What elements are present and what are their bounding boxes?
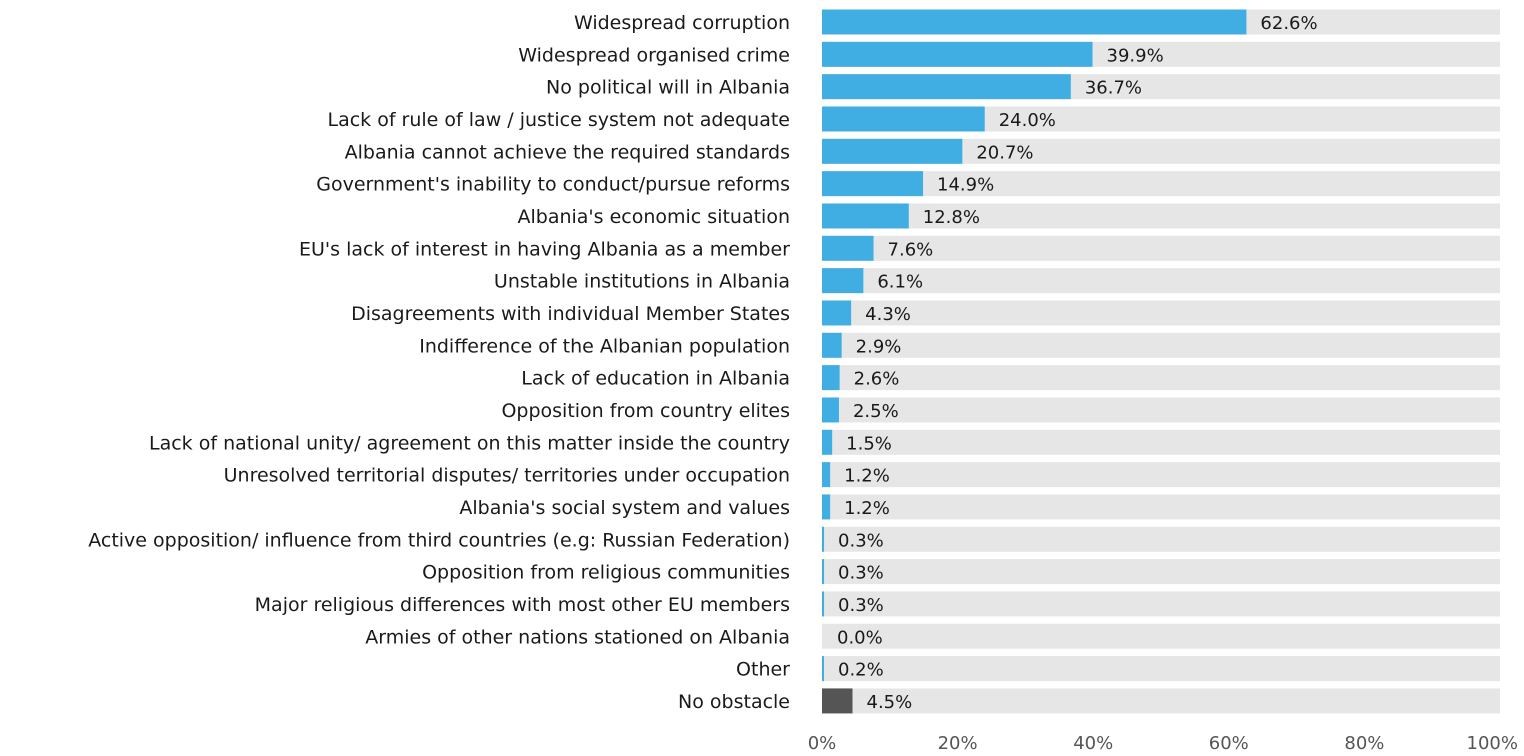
value-label: 0.3% <box>838 563 884 584</box>
bar-track <box>822 559 1500 585</box>
bar <box>822 41 1093 67</box>
bar-track <box>822 623 1500 649</box>
value-label: 0.2% <box>838 660 884 681</box>
x-tick-label: 40% <box>1073 733 1113 754</box>
category-label: Widespread corruption <box>574 12 790 34</box>
category-label: Opposition from country elites <box>501 400 790 422</box>
category-label: Major religious differences with most ot… <box>255 594 790 616</box>
value-label: 1.2% <box>844 498 890 519</box>
category-label: Indifference of the Albanian population <box>419 335 790 357</box>
value-label: 36.7% <box>1085 78 1142 99</box>
value-label: 0.0% <box>837 627 883 648</box>
bar <box>822 656 824 682</box>
category-label: Widespread organised crime <box>518 44 790 66</box>
bar <box>822 332 842 358</box>
x-tick-label: 20% <box>938 733 978 754</box>
category-label: Lack of national unity/ agreement on thi… <box>149 432 790 454</box>
category-label: Lack of rule of law / justice system not… <box>327 109 790 131</box>
bar <box>822 9 1247 35</box>
bar-track <box>822 656 1500 682</box>
value-label: 2.9% <box>856 336 902 357</box>
bar <box>822 74 1071 100</box>
bars <box>822 9 1247 714</box>
bar-track <box>822 494 1500 520</box>
value-label: 7.6% <box>888 239 934 260</box>
bar <box>822 688 853 714</box>
bar <box>822 138 963 164</box>
bar-track <box>822 688 1500 714</box>
x-tick-label: 80% <box>1344 733 1384 754</box>
value-label: 20.7% <box>976 142 1033 163</box>
x-axis-ticks: 0% 20% 40% 60% 80% 100% <box>808 733 1518 754</box>
category-label: Disagreements with individual Member Sta… <box>351 303 790 325</box>
category-label: Active opposition/ influence from third … <box>88 529 790 551</box>
bar <box>822 462 831 488</box>
x-tick-label: 60% <box>1209 733 1249 754</box>
value-label: 4.3% <box>865 304 911 325</box>
bar <box>822 171 924 197</box>
bar-track <box>822 429 1500 455</box>
category-label: No political will in Albania <box>546 77 790 99</box>
bar-track <box>822 203 1500 229</box>
category-label: Lack of education in Albania <box>521 368 790 390</box>
value-label: 1.2% <box>844 466 890 487</box>
bar <box>822 235 874 261</box>
category-label: Albania cannot achieve the required stan… <box>345 141 790 163</box>
bar-track <box>822 462 1500 488</box>
bar-track <box>822 300 1500 326</box>
value-label: 0.3% <box>838 530 884 551</box>
bar-track <box>822 397 1500 423</box>
category-label: Opposition from religious communities <box>422 562 790 584</box>
category-label: Albania's social system and values <box>459 497 790 519</box>
value-label: 62.6% <box>1260 13 1317 34</box>
value-label: 39.9% <box>1107 45 1164 66</box>
bar <box>822 397 839 423</box>
bar-track <box>822 268 1500 294</box>
x-tick-label: 100% <box>1467 733 1518 754</box>
value-labels: 62.6% 39.9% 36.7% 24.0% 20.7% 14.9% 12.8% 7.6% 6… <box>837 13 1318 713</box>
value-label: 1.5% <box>846 433 892 454</box>
bar <box>822 429 833 455</box>
bar <box>822 268 864 294</box>
bar <box>822 494 831 520</box>
bar-track <box>822 526 1500 552</box>
category-label: Other <box>736 659 790 681</box>
value-label: 24.0% <box>999 110 1056 131</box>
value-label: 2.6% <box>854 369 900 390</box>
bar-track <box>822 171 1500 197</box>
bar <box>822 203 909 229</box>
category-labels: Widespread corruption Widespread organise… <box>88 12 790 713</box>
bar <box>822 106 985 132</box>
category-label: EU's lack of interest in having Albania … <box>299 238 790 260</box>
value-label: 12.8% <box>923 207 980 228</box>
category-label: Unstable institutions in Albania <box>494 271 790 293</box>
x-tick-label: 0% <box>808 733 837 754</box>
bar <box>822 300 852 326</box>
category-label: Armies of other nations stationed on Alb… <box>365 626 790 648</box>
bar-track <box>822 235 1500 261</box>
bar <box>822 559 825 585</box>
category-label: Government's inability to conduct/pursue… <box>316 174 790 196</box>
bar <box>822 526 825 552</box>
category-label: No obstacle <box>678 691 790 713</box>
value-label: 0.3% <box>838 595 884 616</box>
bar-track <box>822 332 1500 358</box>
bar <box>822 591 825 617</box>
value-label: 2.5% <box>853 401 899 422</box>
category-label: Albania's economic situation <box>517 206 790 228</box>
category-label: Unresolved territorial disputes/ territo… <box>224 465 790 487</box>
value-label: 14.9% <box>937 175 994 196</box>
bar-track <box>822 365 1500 391</box>
bar-track <box>822 591 1500 617</box>
value-label: 4.5% <box>867 692 913 713</box>
bar <box>822 365 840 391</box>
value-label: 6.1% <box>877 272 923 293</box>
